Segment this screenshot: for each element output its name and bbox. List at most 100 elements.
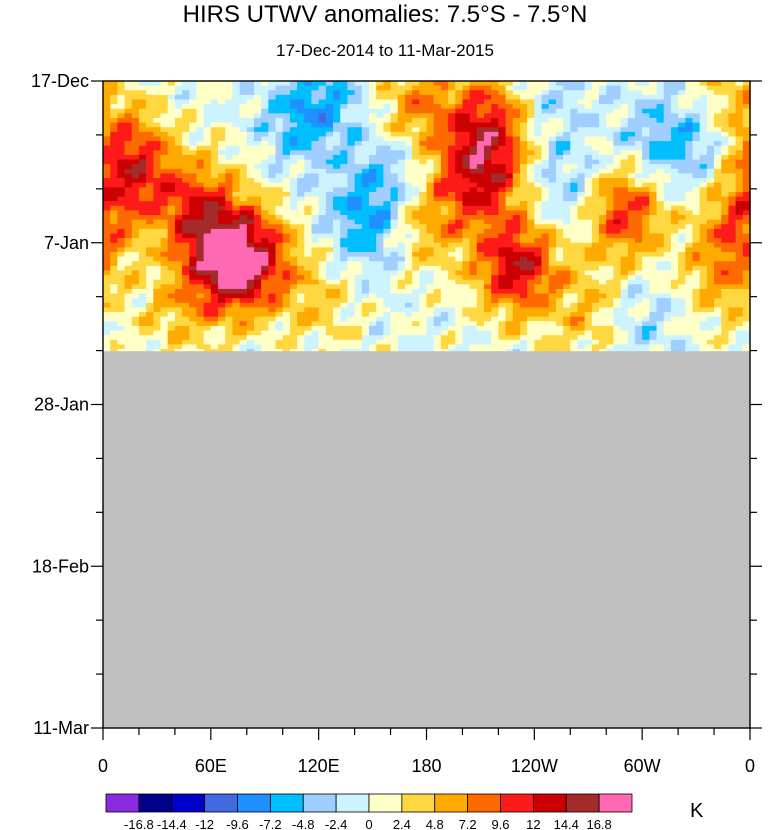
field-cell bbox=[670, 224, 679, 230]
field-cell bbox=[246, 279, 255, 285]
field-cell bbox=[606, 141, 615, 147]
field-cell bbox=[275, 275, 284, 281]
field-cell bbox=[131, 224, 140, 230]
field-cell bbox=[246, 247, 255, 253]
field-cell bbox=[563, 275, 571, 281]
field-cell bbox=[519, 173, 528, 179]
field-cell bbox=[289, 159, 298, 165]
field-cell bbox=[448, 325, 456, 332]
field-cell bbox=[527, 205, 535, 211]
field-cell bbox=[699, 173, 708, 179]
field-cell bbox=[706, 122, 715, 128]
field-cell bbox=[519, 298, 528, 304]
field-cell bbox=[189, 275, 198, 281]
field-cell bbox=[376, 275, 384, 281]
field-cell bbox=[383, 335, 392, 341]
field-cell bbox=[714, 316, 722, 322]
field-cell bbox=[232, 312, 241, 318]
field-cell bbox=[404, 316, 413, 322]
field-cell bbox=[548, 131, 557, 138]
field-cell bbox=[634, 307, 643, 313]
field-cell bbox=[591, 141, 600, 147]
field-cell bbox=[268, 302, 277, 309]
field-cell bbox=[735, 219, 744, 225]
field-cell bbox=[433, 247, 442, 253]
field-cell bbox=[484, 150, 492, 156]
field-cell bbox=[721, 275, 730, 281]
field-cell bbox=[570, 191, 579, 198]
field-cell bbox=[138, 228, 147, 235]
field-cell bbox=[160, 173, 169, 179]
field-cell bbox=[670, 81, 679, 87]
field-cell bbox=[735, 247, 744, 253]
field-cell bbox=[376, 325, 384, 332]
field-cell bbox=[340, 307, 349, 313]
field-cell bbox=[548, 251, 557, 258]
field-cell bbox=[138, 325, 147, 332]
field-cell bbox=[103, 335, 111, 341]
field-cell bbox=[591, 85, 600, 91]
field-cell bbox=[218, 233, 226, 239]
field-cell bbox=[742, 293, 751, 299]
field-cell bbox=[656, 201, 665, 207]
field-cell bbox=[311, 298, 320, 304]
field-cell bbox=[347, 81, 356, 87]
field-cell bbox=[253, 293, 262, 299]
field-cell bbox=[232, 136, 241, 142]
field-cell bbox=[131, 215, 140, 221]
field-cell bbox=[397, 201, 406, 207]
field-cell bbox=[146, 316, 154, 322]
field-cell bbox=[138, 224, 147, 230]
field-cell bbox=[484, 210, 492, 216]
field-cell bbox=[670, 205, 679, 211]
field-cell bbox=[304, 178, 313, 184]
field-cell bbox=[426, 288, 435, 295]
field-cell bbox=[534, 307, 543, 313]
field-cell bbox=[117, 182, 126, 188]
field-cell bbox=[599, 298, 607, 304]
field-cell bbox=[620, 94, 629, 101]
field-cell bbox=[174, 233, 183, 239]
field-cell bbox=[721, 251, 730, 258]
field-cell bbox=[462, 104, 471, 110]
field-cell bbox=[433, 182, 442, 188]
field-cell bbox=[620, 270, 629, 276]
field-cell bbox=[469, 85, 478, 91]
field-cell bbox=[440, 104, 449, 110]
field-cell bbox=[340, 210, 349, 216]
field-cell bbox=[448, 182, 456, 188]
field-cell bbox=[577, 150, 586, 156]
field-cell bbox=[455, 104, 464, 110]
field-cell bbox=[462, 150, 471, 156]
field-cell bbox=[656, 270, 665, 276]
field-cell bbox=[484, 117, 492, 124]
field-cell bbox=[534, 113, 543, 119]
field-cell bbox=[721, 270, 730, 276]
field-cell bbox=[706, 159, 715, 165]
field-cell bbox=[728, 293, 737, 299]
field-cell bbox=[512, 233, 521, 239]
field-cell bbox=[203, 81, 212, 87]
field-cell bbox=[599, 288, 607, 295]
field-cell bbox=[455, 150, 464, 156]
field-cell bbox=[678, 182, 686, 188]
field-cell bbox=[246, 307, 255, 313]
field-cell bbox=[189, 205, 198, 211]
field-cell bbox=[699, 113, 708, 119]
field-cell bbox=[289, 325, 298, 332]
field-cell bbox=[656, 298, 665, 304]
field-cell bbox=[426, 117, 435, 124]
field-cell bbox=[340, 159, 349, 165]
field-cell bbox=[721, 228, 730, 235]
field-cell bbox=[253, 284, 262, 290]
field-cell bbox=[376, 228, 384, 235]
field-cell bbox=[246, 117, 255, 124]
field-cell bbox=[218, 228, 226, 235]
field-cell bbox=[699, 261, 708, 267]
field-cell bbox=[196, 164, 205, 170]
field-cell bbox=[253, 164, 262, 170]
field-cell bbox=[412, 251, 420, 258]
field-cell bbox=[534, 224, 543, 230]
field-cell bbox=[239, 150, 248, 156]
field-cell bbox=[714, 85, 722, 91]
